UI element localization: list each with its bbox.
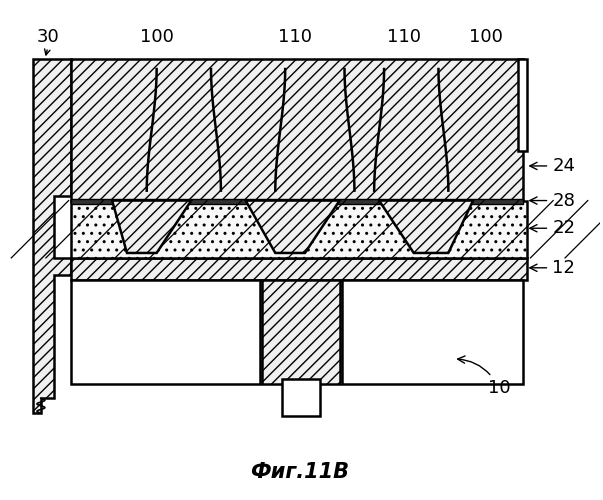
Text: 10: 10 [458, 356, 511, 398]
Polygon shape [517, 59, 528, 151]
Polygon shape [245, 200, 339, 253]
Text: Фиг.11B: Фиг.11B [250, 462, 350, 482]
Bar [71, 280, 260, 384]
Text: 22: 22 [530, 219, 575, 237]
Bar [71, 59, 523, 201]
Bar [262, 280, 339, 384]
Bar [282, 378, 320, 416]
Text: 28: 28 [530, 192, 575, 210]
Bar [71, 258, 528, 280]
Text: 100: 100 [469, 28, 503, 46]
Bar [71, 198, 523, 203]
Polygon shape [379, 200, 473, 253]
Text: 110: 110 [387, 28, 421, 46]
Text: 100: 100 [140, 28, 174, 46]
Text: 110: 110 [278, 28, 312, 46]
Text: 30: 30 [36, 28, 59, 46]
Bar [341, 280, 523, 384]
Polygon shape [33, 59, 71, 413]
Text: 12: 12 [530, 259, 575, 277]
Polygon shape [112, 200, 191, 253]
Bar [71, 200, 528, 258]
Text: 24: 24 [530, 157, 575, 175]
